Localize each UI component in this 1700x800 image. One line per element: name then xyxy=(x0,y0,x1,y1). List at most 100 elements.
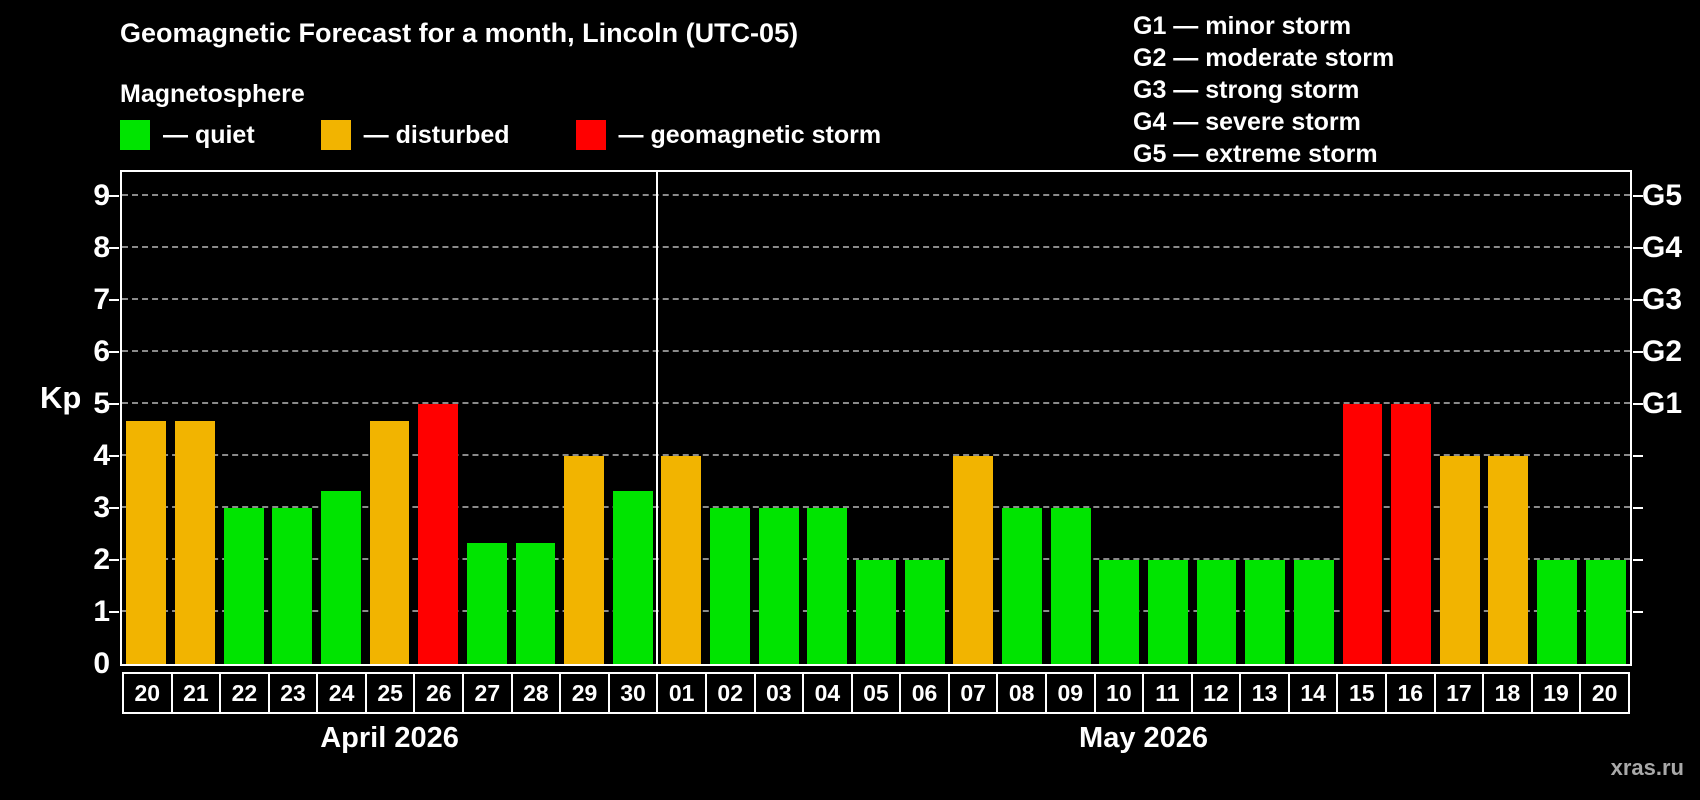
left-tick-kp3 xyxy=(109,507,119,509)
y-tick-label-1: 1 xyxy=(93,595,110,628)
y-tick-label-3: 3 xyxy=(93,491,110,524)
kp-bar-may-02 xyxy=(710,508,750,664)
y-tick-label-8: 8 xyxy=(93,231,110,264)
day-label-april-27: 27 xyxy=(462,672,513,714)
day-label-april-23: 23 xyxy=(267,672,319,714)
kp-bar-may-16 xyxy=(1391,404,1432,664)
left-tick-kp8 xyxy=(109,247,119,249)
watermark: xras.ru xyxy=(1610,755,1684,780)
right-tick-kp6 xyxy=(1633,351,1643,353)
g-legend-line-3: G3 — strong storm xyxy=(1133,76,1360,104)
y-tick-label-9: 9 xyxy=(93,179,110,212)
g-legend-line-1: G1 — minor storm xyxy=(1133,12,1352,40)
left-tick-kp7 xyxy=(109,299,119,301)
kp-bar-april-23 xyxy=(272,508,313,664)
day-label-may-10: 10 xyxy=(1093,672,1145,714)
kp-bar-may-20 xyxy=(1585,560,1626,664)
day-label-april-29: 29 xyxy=(559,672,610,714)
day-label-may-14: 14 xyxy=(1287,672,1339,714)
storm-color-swatch xyxy=(575,120,606,150)
day-label-may-03: 03 xyxy=(753,672,805,714)
day-label-may-19: 19 xyxy=(1530,672,1582,714)
right-tick-kp1 xyxy=(1633,611,1643,613)
kp-bar-may-19 xyxy=(1537,560,1577,664)
kp-bar-may-11 xyxy=(1147,560,1188,664)
gridline-kp8 xyxy=(122,246,1630,248)
legend-item-storm: — geomagnetic storm xyxy=(575,120,882,150)
kp-bar-april-30 xyxy=(612,490,653,664)
left-tick-kp2 xyxy=(109,559,119,561)
kp-bar-may-05 xyxy=(856,560,896,664)
month-separator xyxy=(656,172,659,664)
kp-bar-april-20 xyxy=(126,421,167,664)
page-title: Geomagnetic Forecast for a month, Lincol… xyxy=(120,18,799,48)
day-label-may-04: 04 xyxy=(802,672,853,714)
month-label-0: April 2026 xyxy=(320,722,459,754)
left-tick-kp1 xyxy=(109,611,119,613)
kp-bar-april-29 xyxy=(564,456,605,664)
day-label-april-28: 28 xyxy=(510,672,562,714)
day-label-may-13: 13 xyxy=(1239,672,1290,714)
legend-label-storm: — geomagnetic storm xyxy=(618,120,882,149)
g-tick-label-g4: G4 xyxy=(1642,231,1683,264)
legend-item-quiet: — quiet xyxy=(120,120,255,150)
day-label-may-09: 09 xyxy=(1044,672,1096,714)
right-tick-kp7 xyxy=(1633,299,1643,301)
day-label-may-17: 17 xyxy=(1433,672,1485,714)
left-tick-kp4 xyxy=(109,455,119,457)
status-legend: — quiet — disturbed — geomagnetic storm xyxy=(120,120,881,150)
kp-bar-may-10 xyxy=(1099,560,1140,664)
y-axis-labels: 0 1 2 3 4 5 6 7 8 9 xyxy=(0,172,110,680)
day-label-april-21: 21 xyxy=(170,672,222,714)
quiet-color-swatch xyxy=(120,120,150,150)
right-tick-kp4 xyxy=(1633,455,1643,457)
day-label-may-02: 02 xyxy=(704,672,756,714)
kp-bar-may-13 xyxy=(1245,560,1286,664)
right-tick-kp5 xyxy=(1633,403,1643,405)
day-label-may-12: 12 xyxy=(1190,672,1242,714)
g-scale-legend: G1 — minor storm G2 — moderate storm G3 … xyxy=(1133,10,1394,170)
gridline-kp2 xyxy=(122,558,1630,560)
kp-bar-may-03 xyxy=(758,508,799,664)
kp-bar-may-01 xyxy=(661,456,702,664)
gridline-kp9 xyxy=(122,194,1630,196)
kp-bar-may-17 xyxy=(1439,456,1480,664)
kp-bar-may-14 xyxy=(1293,560,1334,664)
y-tick-label-7: 7 xyxy=(93,283,110,316)
day-label-may-20: 20 xyxy=(1579,672,1630,714)
kp-bar-may-08 xyxy=(1001,508,1042,664)
gridline-kp4 xyxy=(122,454,1630,456)
g-tick-label-g3: G3 xyxy=(1642,283,1683,316)
day-label-may-16: 16 xyxy=(1385,672,1436,714)
right-tick-kp3 xyxy=(1633,507,1643,509)
right-tick-kp9 xyxy=(1633,195,1643,197)
disturbed-color-swatch xyxy=(320,120,351,150)
g-legend-line-5: G5 — extreme storm xyxy=(1133,140,1378,168)
day-axis: 20 21 22 23 24 25 26 27 28 29 30 01 02 03 04 05 06 07 08 09… xyxy=(122,672,1630,714)
left-tick-kp5 xyxy=(109,403,119,405)
kp-bar-may-15 xyxy=(1342,404,1383,664)
left-tick-kp9 xyxy=(109,195,119,197)
day-label-april-30: 30 xyxy=(607,672,659,714)
day-label-april-22: 22 xyxy=(219,672,270,714)
kp-bar-may-07 xyxy=(953,456,994,664)
kp-bar-april-27 xyxy=(466,542,507,664)
gridline-kp6 xyxy=(122,350,1630,352)
day-label-may-08: 08 xyxy=(996,672,1047,714)
day-label-may-07: 07 xyxy=(947,672,999,714)
y-tick-label-6: 6 xyxy=(93,335,110,368)
y-axis-title: Kp xyxy=(40,380,82,415)
legend-label-disturbed: — disturbed xyxy=(363,120,510,149)
g-axis-labels: G1 G2 G3 G4 G5 xyxy=(1642,172,1700,664)
plot-area xyxy=(109,170,1643,666)
right-tick-kp8 xyxy=(1633,247,1643,249)
day-label-may-11: 11 xyxy=(1142,672,1193,714)
g-legend-line-4: G4 — severe storm xyxy=(1133,108,1361,136)
kp-bar-april-22 xyxy=(223,508,264,664)
g-legend-line-2: G2 — moderate storm xyxy=(1133,44,1395,72)
month-axis: April 2026 May 2026 xyxy=(122,722,1630,762)
right-tick-kp2 xyxy=(1633,559,1643,561)
day-label-may-06: 06 xyxy=(899,672,950,714)
month-label-1: May 2026 xyxy=(1079,722,1209,754)
gridline-kp3 xyxy=(122,506,1630,508)
